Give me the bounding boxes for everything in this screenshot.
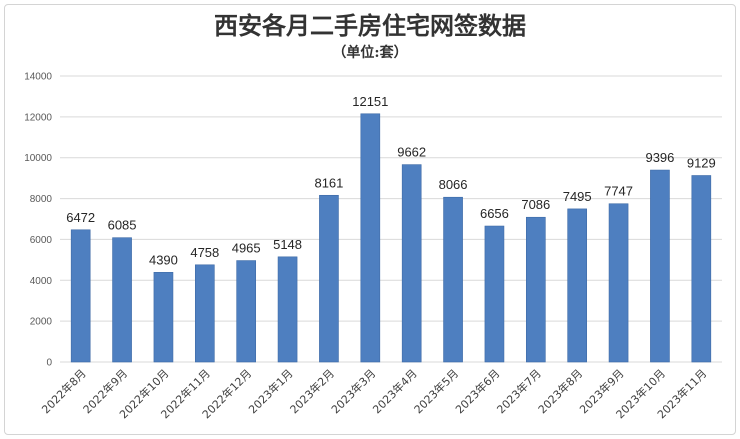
data-label: 4390	[149, 252, 178, 267]
x-axis: 2022年8月2022年9月2022年10月2022年11月2022年12月20…	[39, 366, 710, 421]
bar	[153, 272, 174, 363]
y-tick-label: 12000	[24, 112, 52, 123]
data-label: 6472	[66, 210, 95, 225]
y-tick-label: 10000	[24, 153, 52, 164]
chart-title: 西安各月二手房住宅网签数据	[214, 11, 526, 40]
y-tick-label: 4000	[30, 276, 53, 287]
data-label: 9396	[645, 150, 674, 165]
data-label: 5148	[273, 237, 302, 252]
bar	[401, 164, 422, 363]
y-axis: 0 2000 4000 6000 8000 10000 12000 14000	[24, 72, 52, 369]
bar	[112, 237, 132, 363]
bar	[650, 169, 670, 363]
bar	[567, 208, 588, 363]
y-tick-label: 8000	[30, 194, 53, 205]
bar	[70, 229, 91, 363]
data-label: 8066	[439, 177, 468, 192]
bar	[360, 113, 381, 363]
data-label: 6656	[480, 206, 509, 221]
bar	[277, 256, 298, 363]
data-label: 7086	[521, 197, 550, 212]
data-label: 9129	[687, 156, 716, 171]
data-label: 4965	[232, 241, 261, 256]
bar	[608, 203, 629, 363]
data-label: 7495	[563, 189, 592, 204]
bar	[319, 194, 339, 363]
chart-subtitle: （单位:套）	[332, 44, 407, 61]
y-tick-label: 2000	[30, 317, 53, 328]
bar	[484, 225, 505, 363]
data-label: 6085	[108, 218, 137, 233]
y-tick-label: 0	[46, 358, 52, 369]
bar	[236, 260, 257, 363]
bar	[691, 175, 712, 363]
data-label: 8161	[314, 175, 343, 190]
data-label: 9662	[397, 145, 426, 160]
bars	[70, 113, 712, 363]
data-label: 4758	[190, 245, 219, 260]
data-label: 7747	[604, 184, 633, 199]
bar	[443, 196, 463, 363]
y-tick-label: 14000	[24, 72, 52, 83]
y-tick-label: 6000	[30, 235, 53, 246]
data-label: 12151	[352, 94, 388, 109]
data-labels: 6472 6085 4390 4758 4965 5148 8161 12151 9662 806…	[66, 94, 716, 268]
bar	[194, 264, 215, 363]
bar	[525, 216, 546, 363]
